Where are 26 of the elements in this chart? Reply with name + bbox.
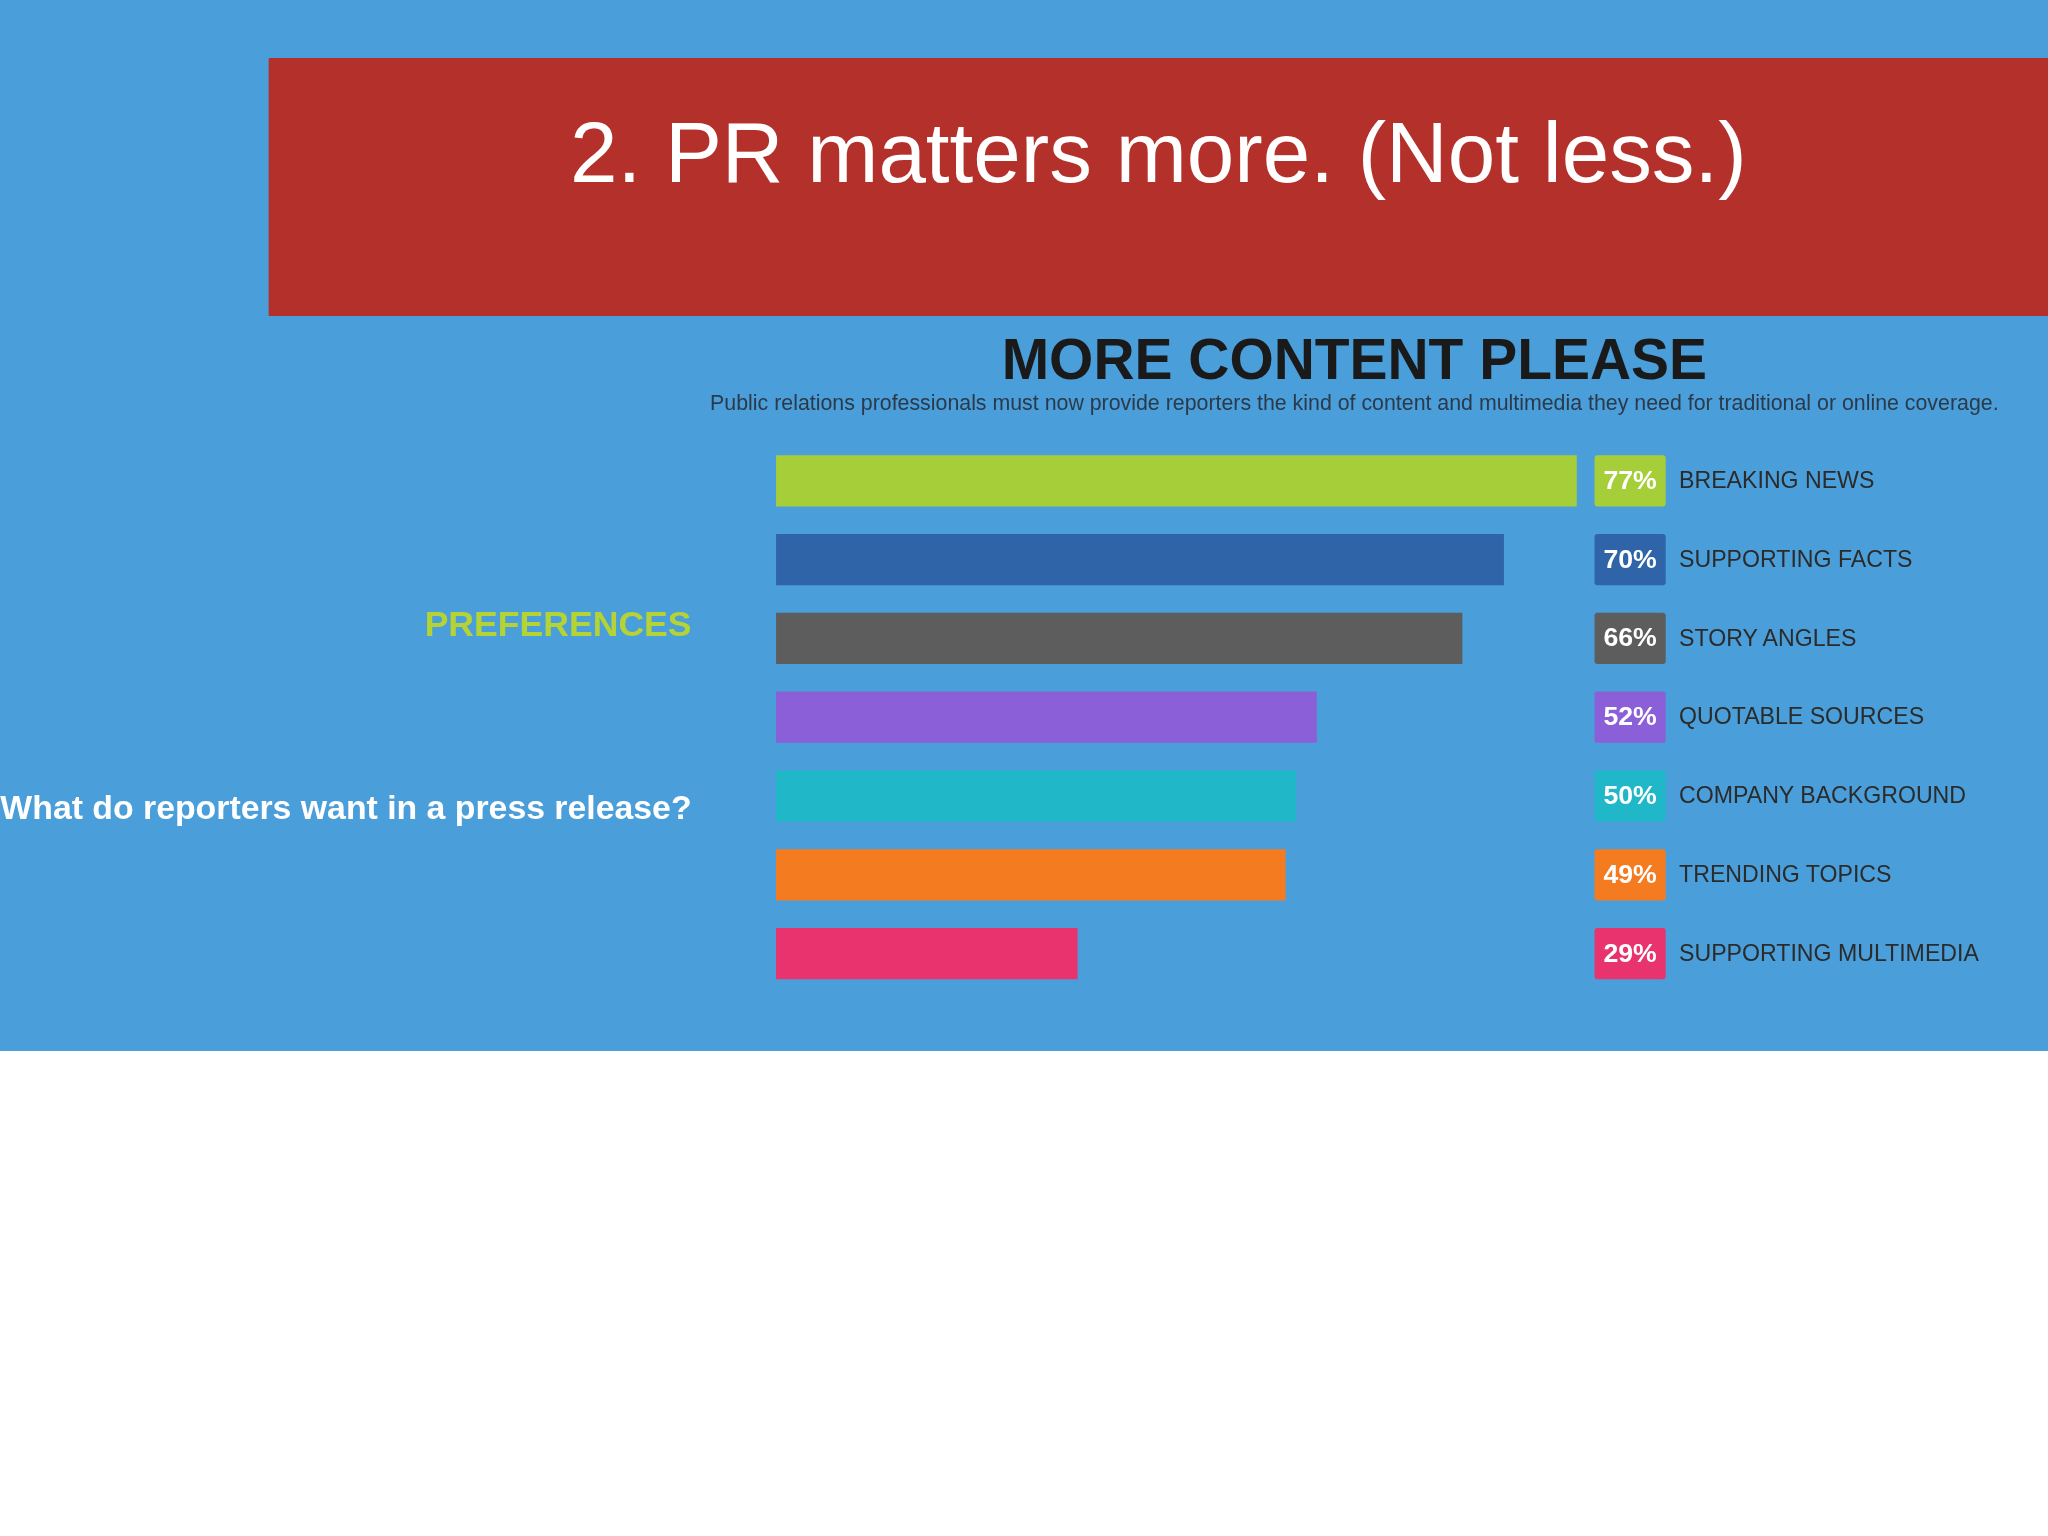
data-label: 50% — [1603, 780, 1658, 811]
bar — [776, 455, 1577, 507]
data-label: 29% — [1603, 937, 1658, 968]
bar — [776, 849, 1286, 901]
y-tick-label: QUOTABLE SOURCES — [1679, 703, 1925, 730]
bar — [776, 691, 1317, 743]
text: PREFERENCES — [424, 603, 692, 644]
text: What do reporters want in a press release? — [0, 787, 692, 826]
bar — [776, 534, 1504, 586]
data-label: 52% — [1603, 701, 1658, 732]
y-tick-label: SUPPORTING FACTS — [1679, 545, 1913, 572]
y-tick-label: SUPPORTING MULTIMEDIA — [1679, 939, 1980, 966]
data-label: 66% — [1603, 622, 1658, 653]
bar — [776, 928, 1078, 980]
data-label: 70% — [1603, 543, 1658, 574]
y-tick-label: STORY ANGLES — [1679, 624, 1857, 651]
chart-title: 2. PR matters more. (Not less.) — [569, 104, 1747, 200]
y-tick-label: TRENDING TOPICS — [1679, 860, 1892, 887]
data-label: 49% — [1603, 858, 1658, 889]
text: Public relations professionals must now provide reporters the kind of content and multimedia they need for traditional or online coverage. — [710, 391, 1999, 416]
bar — [776, 612, 1463, 665]
data-label: 77% — [1603, 464, 1658, 495]
y-tick-label: COMPANY BACKGROUND — [1679, 782, 1967, 809]
bar — [776, 770, 1296, 822]
y-tick-label: BREAKING NEWS — [1679, 466, 1875, 493]
chart-subtitle: MORE CONTENT PLEASE — [1001, 327, 1707, 392]
